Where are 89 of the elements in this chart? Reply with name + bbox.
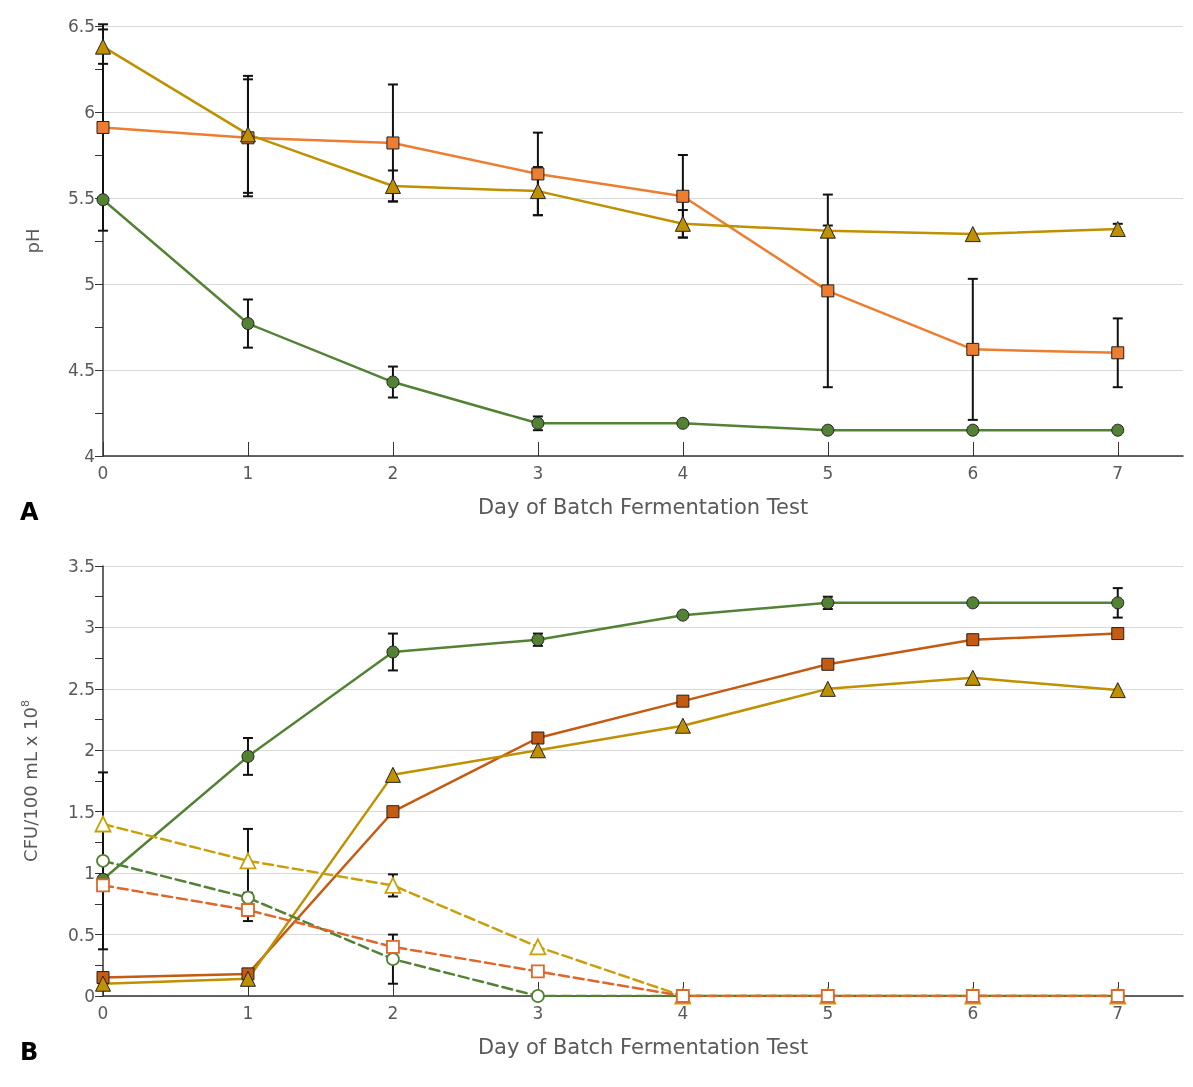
x-tick-label: 6 <box>967 1002 979 1023</box>
y-axis-title: pH <box>21 228 43 254</box>
point <box>384 177 401 194</box>
x-tick-label: 7 <box>1112 1002 1124 1023</box>
point <box>966 423 980 437</box>
point <box>239 970 256 987</box>
point <box>386 136 400 150</box>
point <box>384 877 402 894</box>
point <box>676 694 690 708</box>
point <box>386 952 400 967</box>
x-tick-label: 3 <box>532 462 544 483</box>
y-tick-label: 3.5 <box>67 556 95 576</box>
point <box>386 805 400 819</box>
point <box>96 853 110 868</box>
point <box>1111 423 1125 437</box>
point <box>1109 220 1126 237</box>
y-tick-label: 1 <box>84 863 95 884</box>
y-tick-label: 1.5 <box>67 801 95 822</box>
point <box>239 126 256 143</box>
x-tick-label: 4 <box>677 1002 689 1023</box>
y-tick-label: 5 <box>84 274 95 294</box>
point <box>531 989 545 1003</box>
y-tick-label: 3 <box>84 617 95 638</box>
point <box>241 903 255 917</box>
point <box>529 742 546 759</box>
point <box>966 596 980 610</box>
x-axis-title: Day of Batch Fermentation Test <box>477 1034 809 1059</box>
x-tick-label: 2 <box>387 1002 399 1023</box>
point <box>674 215 691 232</box>
point <box>1111 627 1125 641</box>
y-tick-label: 4.5 <box>67 360 95 380</box>
point <box>96 120 110 134</box>
point <box>241 749 255 763</box>
y-tick-label: 6 <box>84 102 95 122</box>
point <box>386 375 400 389</box>
y-tick-label: 0.5 <box>67 924 95 945</box>
point <box>676 608 690 622</box>
point <box>821 284 835 298</box>
point <box>386 645 400 659</box>
point <box>819 222 836 239</box>
y-tick-label: 4 <box>84 446 95 466</box>
point <box>529 938 547 956</box>
point <box>531 167 545 181</box>
y-tick-label: 6.5 <box>67 16 95 36</box>
point <box>676 189 690 203</box>
x-tick-label: 5 <box>822 1002 834 1023</box>
x-axis-title: Day of Batch Fermentation Test <box>477 494 809 519</box>
point <box>821 657 835 671</box>
text: B <box>20 1038 39 1066</box>
y-tick-label: 0 <box>84 986 95 1006</box>
point <box>1111 346 1125 360</box>
point <box>384 766 401 783</box>
point <box>95 38 111 55</box>
text: A <box>20 498 39 526</box>
point <box>386 939 400 954</box>
point <box>96 878 110 893</box>
x-tick-label: 4 <box>677 462 689 483</box>
point <box>1109 682 1126 699</box>
x-tick-label: 6 <box>967 462 979 483</box>
point <box>966 342 980 356</box>
point <box>674 717 691 734</box>
y-tick-label: 2.5 <box>67 678 95 699</box>
x-tick-label: 0 <box>97 462 109 483</box>
point <box>531 731 545 745</box>
x-tick-label: 7 <box>1112 462 1124 483</box>
y-axis-title: CFU/100 mL x 108 <box>19 700 41 862</box>
x-tick-label: 2 <box>387 462 399 483</box>
x-tick-label: 3 <box>532 1002 544 1023</box>
point <box>819 680 836 697</box>
point <box>94 815 112 833</box>
y-tick-label: 5.5 <box>67 188 95 208</box>
x-tick-label: 1 <box>242 1002 254 1023</box>
point <box>529 183 546 200</box>
point <box>239 852 257 870</box>
point <box>531 964 545 979</box>
point <box>95 975 111 992</box>
point <box>96 193 110 207</box>
point <box>241 890 255 905</box>
x-tick-label: 0 <box>97 1002 109 1023</box>
point <box>964 226 981 243</box>
x-tick-label: 5 <box>822 462 834 483</box>
x-tick-label: 1 <box>242 462 254 483</box>
point <box>676 416 690 430</box>
point <box>241 317 255 331</box>
point <box>966 633 980 647</box>
point <box>821 423 835 437</box>
y-tick-label: 2 <box>84 740 95 761</box>
point <box>964 669 981 686</box>
point <box>1111 596 1125 610</box>
